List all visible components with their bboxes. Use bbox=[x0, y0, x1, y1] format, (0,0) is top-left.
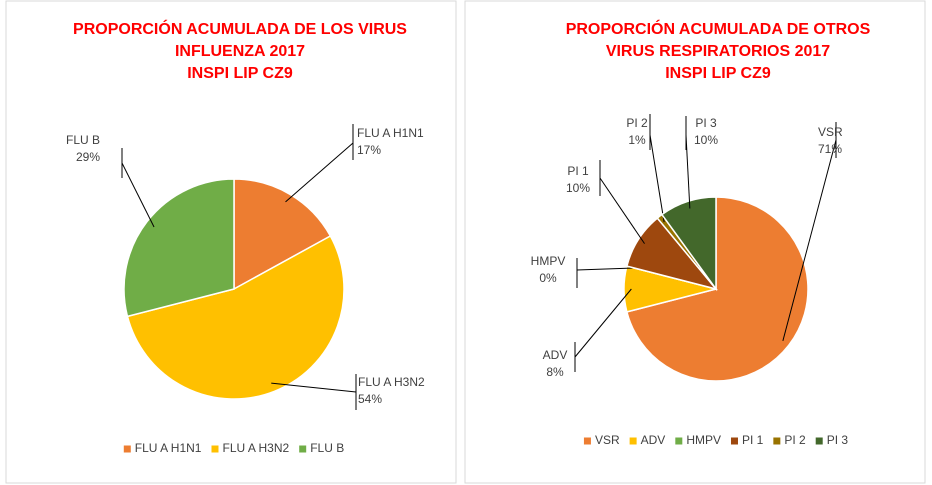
data-label: 17% bbox=[357, 143, 381, 157]
legend-label: FLU A H1N1 bbox=[135, 441, 202, 455]
chart-title: PROPORCIÓN ACUMULADA DE LOS VIRUS bbox=[73, 19, 407, 38]
leader-line bbox=[121, 162, 155, 228]
leader-line bbox=[649, 134, 665, 223]
slice-label: PI 2 bbox=[626, 116, 648, 130]
pie-slice bbox=[625, 196, 809, 382]
leader-line bbox=[599, 177, 645, 244]
leader-line bbox=[685, 134, 691, 209]
data-label: 10% bbox=[566, 181, 590, 195]
pie-slice bbox=[233, 178, 332, 291]
leader-line bbox=[574, 288, 632, 358]
legend-swatch bbox=[815, 437, 823, 445]
slice-label: PI 1 bbox=[567, 164, 589, 178]
legend-label: PI 3 bbox=[827, 433, 849, 447]
data-label: 0% bbox=[539, 271, 557, 285]
legend-label: FLU B bbox=[310, 441, 344, 455]
legend-swatch bbox=[211, 445, 219, 453]
slice-label: PI 3 bbox=[695, 116, 717, 130]
legend-label: ADV bbox=[641, 433, 666, 447]
leader-line bbox=[576, 267, 635, 271]
chart-title: INFLUENZA 2017 bbox=[175, 43, 305, 60]
data-label: 1% bbox=[628, 133, 646, 147]
leader-line bbox=[285, 142, 354, 203]
chart-title: VIRUS RESPIRATORIOS 2017 bbox=[606, 43, 830, 60]
legend-label: PI 1 bbox=[742, 433, 764, 447]
chart-title: INSPI LIP CZ9 bbox=[665, 65, 771, 82]
leader-line bbox=[782, 139, 837, 342]
slice-label: FLU A H3N2 bbox=[358, 375, 425, 389]
slice-label: ADV bbox=[543, 348, 568, 362]
chart-title: PROPORCIÓN ACUMULADA DE OTROS bbox=[566, 19, 871, 38]
pie-slice bbox=[123, 178, 235, 318]
chart-title: INSPI LIP CZ9 bbox=[187, 65, 293, 82]
legend-swatch bbox=[123, 445, 131, 453]
data-label: 10% bbox=[694, 133, 718, 147]
slice-label: FLU A H1N1 bbox=[357, 126, 424, 140]
legend-swatch bbox=[629, 437, 637, 445]
legend-swatch bbox=[730, 437, 738, 445]
legend-swatch bbox=[583, 437, 591, 445]
slice-label: VSR bbox=[818, 125, 843, 139]
legend-label: PI 2 bbox=[784, 433, 806, 447]
data-label: 71% bbox=[818, 142, 842, 156]
data-label: 29% bbox=[76, 150, 100, 164]
slice-label: HMPV bbox=[531, 254, 566, 268]
legend-label: FLU A H3N2 bbox=[222, 441, 289, 455]
legend-swatch bbox=[773, 437, 781, 445]
legend-label: HMPV bbox=[686, 433, 721, 447]
legend-swatch bbox=[299, 445, 307, 453]
data-label: 8% bbox=[546, 365, 564, 379]
pie-slice bbox=[660, 196, 717, 292]
legend-swatch bbox=[675, 437, 683, 445]
slice-label: FLU B bbox=[66, 133, 100, 147]
pie-slice bbox=[126, 234, 345, 400]
leader-line bbox=[271, 382, 357, 393]
data-label: 54% bbox=[358, 392, 382, 406]
legend-label: VSR bbox=[595, 433, 620, 447]
